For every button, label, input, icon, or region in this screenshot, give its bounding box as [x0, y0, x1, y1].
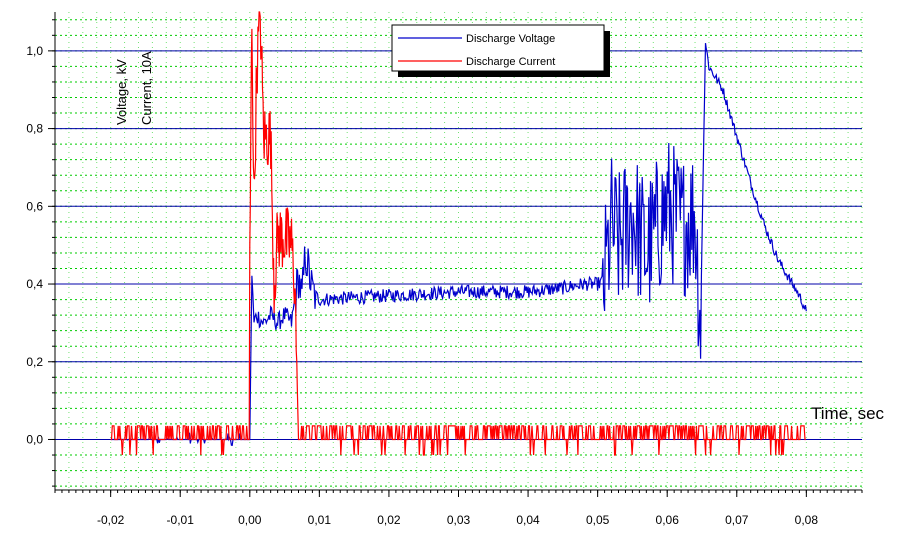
- legend-box: [391, 24, 605, 72]
- tick-labels: -0,02 -0,01 0,00 0,01 0,02 0,03 0,04 0,05 0,06 0,…: [26, 44, 818, 527]
- y-tick-label-3: 0,6: [26, 199, 43, 213]
- legend-label-voltage: Discharge Voltage: [466, 33, 555, 45]
- legend: Discharge Voltage Discharge Current: [391, 24, 610, 77]
- x-tick-label-10: 0,08: [795, 513, 819, 527]
- x-tick-label-0: -0,02: [97, 513, 125, 527]
- series-line-discharge-current: [110, 11, 806, 456]
- series-layer: [110, 11, 807, 456]
- y-tick-label-5: 1,0: [26, 44, 43, 58]
- legend-label-current: Discharge Current: [466, 56, 555, 68]
- x-tick-label-9: 0,07: [725, 513, 749, 527]
- x-tick-label-6: 0,04: [516, 513, 540, 527]
- x-tick-label-2: 0,00: [238, 513, 262, 527]
- series-line-discharge-voltage: [110, 43, 807, 446]
- x-tick-label-4: 0,02: [377, 513, 401, 527]
- x-tick-label-7: 0,05: [586, 513, 610, 527]
- minor-grid: [55, 12, 863, 490]
- y-axis-label-voltage: Voltage, kV: [114, 59, 129, 125]
- x-tick-label-3: 0,01: [308, 513, 332, 527]
- x-tick-label-5: 0,03: [447, 513, 471, 527]
- x-axis-label: Time, sec: [811, 404, 885, 423]
- major-grid: [55, 50, 862, 440]
- x-tick-label-8: 0,06: [656, 513, 680, 527]
- y-tick-label-4: 0,8: [26, 122, 43, 136]
- y-tick-label-1: 0,2: [26, 355, 43, 369]
- y-axis-label-current: Current, 10A: [139, 51, 154, 125]
- tick-marks: [48, 19, 863, 497]
- axes: [54, 12, 862, 491]
- x-tick-label-1: -0,01: [167, 513, 195, 527]
- y-tick-label-0: 0,0: [26, 432, 43, 446]
- y-tick-label-2: 0,4: [26, 277, 43, 291]
